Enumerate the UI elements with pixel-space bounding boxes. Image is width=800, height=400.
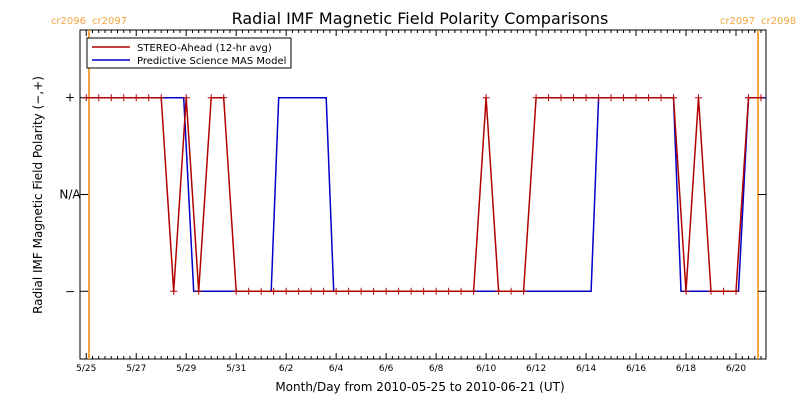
stereo-data-point	[407, 287, 415, 295]
stereo-data-point	[482, 94, 490, 102]
stereo-data-point	[357, 287, 365, 295]
legend: STEREO-Ahead (12-hr avg) Predictive Scie…	[86, 37, 292, 69]
stereo-data-point	[707, 287, 715, 295]
stereo-data-point	[470, 287, 478, 295]
stereo-data-point	[345, 287, 353, 295]
stereo-data-point	[595, 94, 603, 102]
stereo-data-point	[457, 287, 465, 295]
x-tick-label: 6/18	[676, 364, 696, 374]
x-tick-label: 6/16	[626, 364, 646, 374]
stereo-data-point	[395, 287, 403, 295]
stereo-data-point	[232, 287, 240, 295]
stereo-data-point	[307, 287, 315, 295]
rotation-label: cr2096	[51, 16, 86, 27]
stereo-data-point	[632, 94, 640, 102]
x-tick-label: 6/10	[476, 364, 496, 374]
stereo-data-point	[745, 94, 753, 102]
stereo-data-point	[332, 287, 340, 295]
stereo-data-point	[520, 287, 528, 295]
x-tick-label: 6/20	[726, 364, 746, 374]
x-tick-label: 5/25	[76, 364, 96, 374]
stereo-data-point	[682, 287, 690, 295]
stereo-data-point	[370, 287, 378, 295]
x-tick-label: 6/12	[526, 364, 546, 374]
stereo-data-point	[295, 287, 303, 295]
stereo-data-point	[207, 94, 215, 102]
x-tick-label: 6/4	[329, 364, 344, 374]
x-tick-label: 6/14	[576, 364, 596, 374]
stereo-data-point	[170, 287, 178, 295]
series-line-stereo	[86, 96, 761, 293]
legend-label-stereo: STEREO-Ahead (12-hr avg)	[137, 43, 272, 54]
y-tick-label: N/A	[59, 188, 81, 202]
y-tick-label: +	[65, 91, 75, 105]
stereo-data-point	[145, 94, 153, 102]
stereo-data-point	[532, 94, 540, 102]
stereo-data-point	[82, 94, 90, 102]
stereo-data-point	[545, 94, 553, 102]
rotation-label: cr2098	[761, 16, 796, 27]
rotation-label: cr2097	[720, 16, 755, 27]
stereo-data-point	[620, 94, 628, 102]
stereo-data-point	[107, 94, 115, 102]
stereo-data-point	[95, 94, 103, 102]
stereo-data-point	[245, 287, 253, 295]
stereo-data-point	[507, 287, 515, 295]
stereo-data-point	[657, 94, 665, 102]
stereo-data-point	[420, 287, 428, 295]
stereo-data-point	[582, 94, 590, 102]
y-tick-label: −	[65, 284, 75, 298]
chart-title: Radial IMF Magnetic Field Polarity Compa…	[232, 9, 609, 28]
legend-box	[86, 37, 292, 69]
data-series	[82, 94, 766, 295]
x-tick-label: 5/29	[176, 364, 196, 374]
stereo-data-point	[270, 287, 278, 295]
axis-ticks: 5/25 5/27 5/29 5/31 6/2 6/4 6/6 6/8 6/10 6/12 6/14…	[59, 30, 766, 374]
stereo-data-point	[570, 94, 578, 102]
stereo-data-point	[382, 287, 390, 295]
stereo-data-point	[132, 94, 140, 102]
x-tick-label: 6/6	[379, 364, 394, 374]
x-tick-label: 6/8	[429, 364, 444, 374]
x-tick-label: 6/2	[279, 364, 293, 374]
x-tick-label: 5/27	[126, 364, 146, 374]
stereo-data-point	[645, 94, 653, 102]
stereo-data-point	[432, 287, 440, 295]
stereo-data-point	[557, 94, 565, 102]
stereo-data-point	[282, 287, 290, 295]
x-tick-label: 5/31	[226, 364, 246, 374]
stereo-data-point	[220, 94, 228, 102]
stereo-data-point	[257, 287, 265, 295]
rotation-label: cr2097	[92, 16, 127, 27]
stereo-data-point	[670, 94, 678, 102]
stereo-data-point	[320, 287, 328, 295]
stereo-data-point	[695, 94, 703, 102]
stereo-data-point	[720, 287, 728, 295]
stereo-data-point	[495, 287, 503, 295]
stereo-data-point	[732, 287, 740, 295]
stereo-data-point	[182, 94, 190, 102]
stereo-data-point	[607, 94, 615, 102]
stereo-data-point	[157, 94, 165, 102]
x-axis-label: Month/Day from 2010-05-25 to 2010-06-21 …	[275, 380, 564, 394]
y-axis-label: Radial IMF Magnetic Field Polarity (−,+)	[31, 76, 45, 314]
plot-frame	[79, 29, 767, 360]
stereo-data-point	[445, 287, 453, 295]
legend-label-model: Predictive Science MAS Model	[137, 56, 286, 67]
stereo-data-point	[195, 287, 203, 295]
stereo-data-point	[757, 94, 765, 102]
stereo-data-point	[120, 94, 128, 102]
